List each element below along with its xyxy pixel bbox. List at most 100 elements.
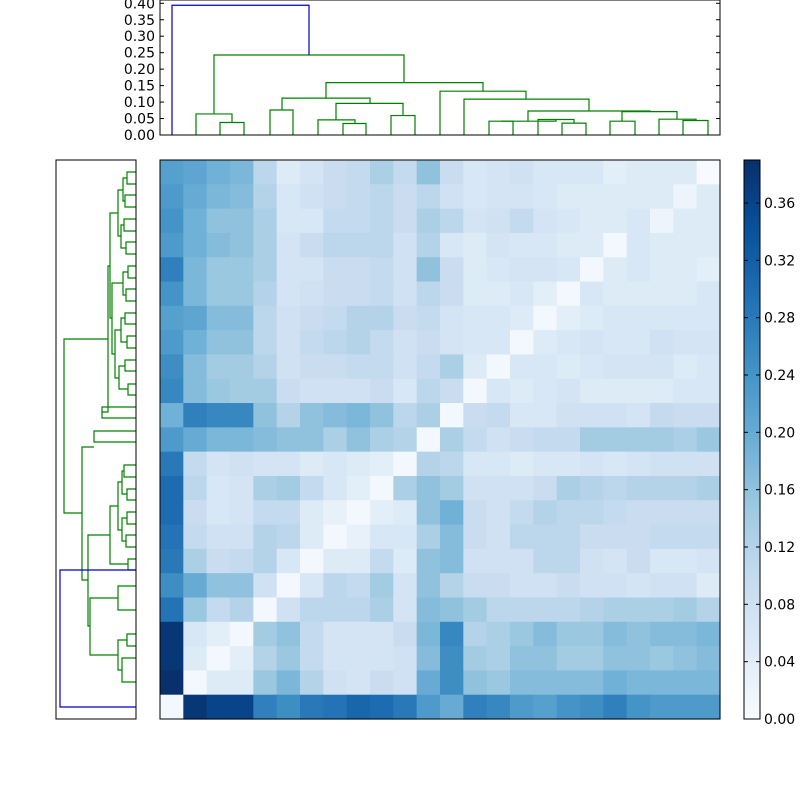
heatmap-cell (206, 184, 231, 210)
heatmap-cell (510, 646, 534, 671)
heatmap-cell (533, 403, 558, 428)
heatmap-cell (696, 305, 721, 331)
heatmap-cell (440, 427, 464, 453)
heatmap-cell (323, 548, 348, 574)
heatmap-cell (416, 694, 441, 720)
heatmap-cell (160, 160, 184, 185)
dendrogram-link (123, 464, 136, 478)
top-axis-tick-label: 0.40 (124, 0, 155, 12)
heatmap-cell (393, 451, 418, 477)
heatmap-cell (183, 403, 208, 428)
heatmap-cell (416, 427, 441, 453)
heatmap-cell (230, 208, 254, 234)
heatmap-cell (300, 451, 324, 477)
heatmap-cell (416, 548, 441, 574)
heatmap-cell (206, 330, 231, 356)
heatmap-cell (323, 160, 348, 185)
heatmap-cell (533, 694, 558, 720)
heatmap-cell (416, 451, 441, 477)
heatmap-cell (253, 160, 278, 185)
heatmap-cell (253, 330, 278, 356)
heatmap-cell (300, 403, 324, 428)
heatmap-cell (603, 208, 628, 234)
heatmap-cell (276, 524, 301, 550)
heatmap-cell (393, 597, 418, 623)
heatmap-cell (463, 378, 488, 404)
heatmap-cell (253, 573, 278, 599)
heatmap-cell (416, 208, 441, 234)
heatmap-cell (346, 621, 371, 647)
heatmap-cell (300, 597, 324, 623)
heatmap-cell (463, 281, 488, 307)
heatmap-cell (626, 184, 651, 210)
heatmap-cell (276, 646, 301, 671)
heatmap-cell (463, 427, 488, 453)
heatmap-cell (696, 548, 721, 574)
heatmap-cell (323, 232, 348, 258)
colorbar-tick-label: 0.32 (764, 253, 795, 269)
heatmap-cell (603, 354, 628, 380)
heatmap-cell (673, 378, 698, 404)
heatmap-cell (300, 208, 324, 234)
heatmap-cell (603, 403, 628, 428)
heatmap-cell (276, 621, 301, 647)
heatmap-cell (580, 451, 604, 477)
heatmap-cell (673, 257, 698, 283)
heatmap-cell (393, 378, 418, 404)
left-dendrogram (59, 171, 136, 708)
colorbar-axis: 0.00 0.04 0.08 0.12 0.16 0.20 0.24 0.28 0.32 0.36 (744, 196, 795, 728)
heatmap-cell (510, 548, 534, 574)
colorbar (744, 160, 760, 719)
heatmap-cell (230, 694, 254, 720)
colorbar-tick-label: 0.16 (764, 483, 795, 499)
dendrogram-link (121, 657, 136, 683)
heatmap-cell (183, 548, 208, 574)
heatmap-cell (673, 281, 698, 307)
heatmap-cell (346, 573, 371, 599)
heatmap-cell (160, 646, 184, 671)
heatmap-cell (463, 354, 488, 380)
heatmap-cell (276, 208, 301, 234)
heatmap-cell (510, 257, 534, 283)
heatmap-cell (440, 694, 464, 720)
dendrogram-link (281, 97, 371, 110)
heatmap-cell (486, 548, 511, 574)
heatmap-cell (206, 403, 231, 428)
heatmap-cell (463, 184, 488, 210)
heatmap-cell (253, 208, 278, 234)
heatmap-cell (323, 305, 348, 331)
heatmap-cell (183, 646, 208, 671)
heatmap-cell (510, 281, 534, 307)
heatmap-cell (160, 281, 184, 307)
heatmap-cell (160, 475, 184, 501)
heatmap-cell (160, 184, 184, 210)
heatmap-cell (533, 160, 558, 185)
heatmap-cell (580, 184, 604, 210)
heatmap-cell (346, 208, 371, 234)
heatmap-cell (300, 257, 324, 283)
heatmap-cell (580, 257, 604, 283)
heatmap-cell (276, 257, 301, 283)
heatmap-cell (463, 597, 488, 623)
heatmap-cell (510, 330, 534, 356)
dendrogram-link (682, 119, 709, 135)
heatmap-cell (626, 330, 651, 356)
heatmap-cell (510, 524, 534, 550)
heatmap-cell (206, 427, 231, 453)
heatmap-cell (416, 281, 441, 307)
heatmap-cell (650, 232, 674, 258)
heatmap-cell (580, 646, 604, 671)
heatmap-cell (510, 427, 534, 453)
heatmap-cell (673, 524, 698, 550)
heatmap-cell (603, 694, 628, 720)
heatmap-cell (673, 694, 698, 720)
heatmap-cell (393, 670, 418, 696)
heatmap-cell (556, 330, 581, 356)
heatmap-cell (253, 427, 278, 453)
heatmap-cell (370, 403, 394, 428)
heatmap-cell (253, 524, 278, 550)
heatmap-cell (440, 597, 464, 623)
top-axis-tick-label: 0.35 (124, 13, 155, 29)
heatmap-cell (510, 305, 534, 331)
dendrogram-link (109, 505, 128, 565)
